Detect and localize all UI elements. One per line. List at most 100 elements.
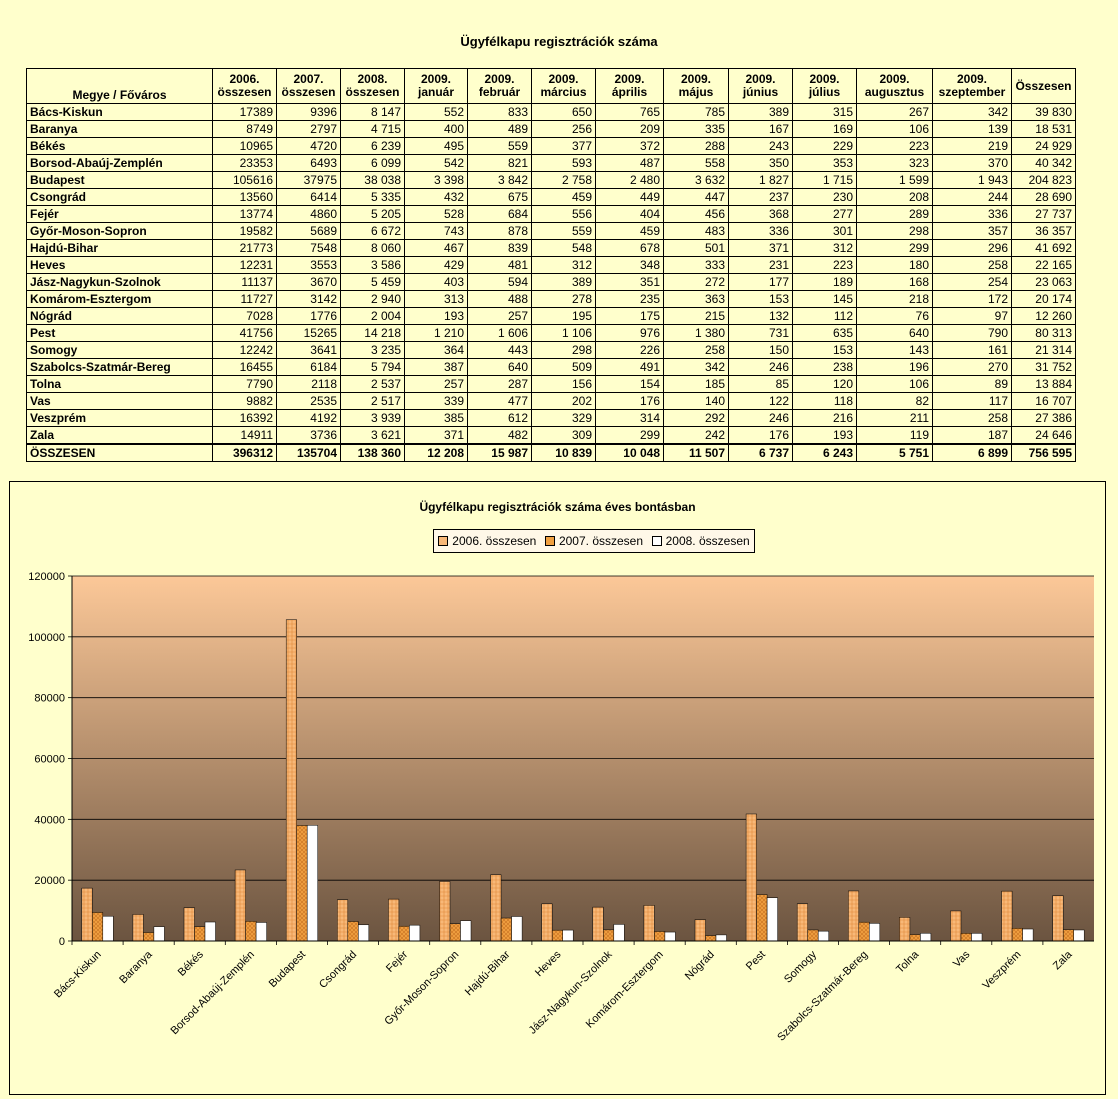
column-header-text: január	[417, 85, 454, 99]
chart-title: Ügyfélkapu regisztrációk száma éves bont…	[419, 500, 696, 514]
table-row: Békés 10965 4720 6 239 495 559 377 372 288 243 229…	[26, 137, 1076, 155]
bar-1-6	[398, 925, 410, 942]
column-header-text: augusztus	[864, 85, 925, 99]
value-cell: 177	[728, 273, 793, 291]
column-header: 2009. július	[792, 68, 857, 104]
bar-0-5	[337, 899, 349, 942]
value-cell: 312	[531, 256, 596, 274]
value-cell: 122	[728, 392, 793, 410]
value-cell: 106	[856, 375, 933, 393]
value-cell: 12231	[212, 256, 277, 274]
value-cell: 8 147	[340, 103, 405, 121]
value-cell: 2535	[276, 392, 341, 410]
value-cell: 156	[531, 375, 596, 393]
value-cell: 246	[728, 358, 793, 376]
value-cell: 483	[663, 222, 729, 240]
value-cell: 640	[467, 358, 532, 376]
column-header-text: összesen	[217, 85, 272, 99]
value-cell: 299	[595, 426, 664, 445]
table-total-row: ÖSSZESEN 396312 135704 138 360 12 208 15 987 1…	[26, 443, 1076, 462]
value-cell: 684	[467, 205, 532, 223]
bar-2-15	[869, 923, 881, 942]
value-cell: 218	[856, 290, 933, 308]
value-cell: 11727	[212, 290, 277, 308]
value-cell: 488	[467, 290, 532, 308]
value-cell: 12 208	[404, 443, 468, 462]
value-cell: 8 060	[340, 239, 405, 257]
value-cell: 296	[932, 239, 1012, 257]
value-cell: 976	[595, 324, 664, 342]
value-cell: 257	[404, 375, 468, 393]
value-cell: 3641	[276, 341, 341, 359]
legend-swatch-2006	[438, 536, 449, 546]
bar-0-3	[234, 869, 246, 942]
table-row: Somogy 12242 3641 3 235 364 443 298 226 258 150 15…	[26, 341, 1076, 359]
value-cell: 675	[467, 188, 532, 206]
value-cell: 187	[932, 426, 1012, 445]
value-cell: 2 517	[340, 392, 405, 410]
value-cell: 80 313	[1011, 324, 1076, 342]
value-cell: 528	[404, 205, 468, 223]
value-cell: 267	[856, 103, 933, 121]
value-cell: 23 063	[1011, 273, 1076, 291]
value-cell: 593	[531, 154, 596, 172]
row-name-cell: Győr-Moson-Sopron	[26, 222, 213, 240]
table-row: Vas 9882 2535 2 517 339 477 202 176 140 122 118 82 1…	[26, 392, 1076, 410]
value-cell: 27 737	[1011, 205, 1076, 223]
value-cell: 1776	[276, 307, 341, 325]
table-row: Hajdú-Bihar 21773 7548 8 060 467 839 548 678 501…	[26, 239, 1076, 257]
value-cell: 11137	[212, 273, 277, 291]
bar-0-9	[541, 903, 553, 942]
value-cell: 309	[531, 426, 596, 445]
value-cell: 314	[595, 409, 664, 427]
value-cell: 2 004	[340, 307, 405, 325]
value-cell: 231	[728, 256, 793, 274]
legend-swatch-2008	[651, 536, 662, 546]
value-cell: 31 752	[1011, 358, 1076, 376]
column-header-text: összesen	[281, 85, 336, 99]
bar-1-19	[1062, 929, 1074, 942]
value-cell: 8749	[212, 120, 277, 138]
value-cell: 765	[595, 103, 664, 121]
value-cell: 292	[663, 409, 729, 427]
value-cell: 3736	[276, 426, 341, 445]
table-row: Győr-Moson-Sopron 19582 5689 6 672 743 878 559…	[26, 222, 1076, 240]
value-cell: 3 842	[467, 171, 532, 189]
row-name-cell: Komárom-Esztergom	[26, 290, 213, 308]
value-cell: 6 243	[792, 443, 857, 462]
bar-2-12	[715, 934, 727, 942]
value-cell: 372	[595, 137, 664, 155]
x-tick-label: Veszprém	[980, 949, 1023, 992]
bar-2-13	[766, 897, 778, 942]
column-header: 2009. május	[663, 68, 729, 104]
table-row: Nógrád 7028 1776 2 004 193 257 195 175 215 132 112…	[26, 307, 1076, 325]
value-cell: 542	[404, 154, 468, 172]
value-cell: 329	[531, 409, 596, 427]
table-row: Borsod-Abaúj-Zemplén 23353 6493 6 099 542 821…	[26, 154, 1076, 172]
bar-0-0	[81, 887, 93, 942]
bar-0-13	[745, 813, 757, 942]
value-cell: 153	[728, 290, 793, 308]
value-cell: 138 360	[340, 443, 405, 462]
value-cell: 403	[404, 273, 468, 291]
table-row: Bács-Kiskun 17389 9396 8 147 552 833 650 765 785…	[26, 103, 1076, 121]
x-tick-label: Hajdú-Bihar	[463, 948, 513, 998]
value-cell: 350	[728, 154, 793, 172]
y-tick-label: 20000	[34, 875, 65, 887]
value-cell: 348	[595, 256, 664, 274]
value-cell: 333	[663, 256, 729, 274]
value-cell: 5689	[276, 222, 341, 240]
value-cell: 10 048	[595, 443, 664, 462]
value-cell: 456	[663, 205, 729, 223]
value-cell: 28 690	[1011, 188, 1076, 206]
value-cell: 2 758	[531, 171, 596, 189]
bar-0-19	[1052, 895, 1064, 942]
value-cell: 821	[467, 154, 532, 172]
bar-2-8	[511, 916, 523, 942]
bar-1-2	[194, 926, 206, 942]
x-tick-label: Budapest	[267, 949, 308, 990]
column-header-text: 2007.	[293, 72, 324, 86]
value-cell: 16392	[212, 409, 277, 427]
value-cell: 336	[932, 205, 1012, 223]
column-header-text: 2009.	[680, 72, 712, 86]
